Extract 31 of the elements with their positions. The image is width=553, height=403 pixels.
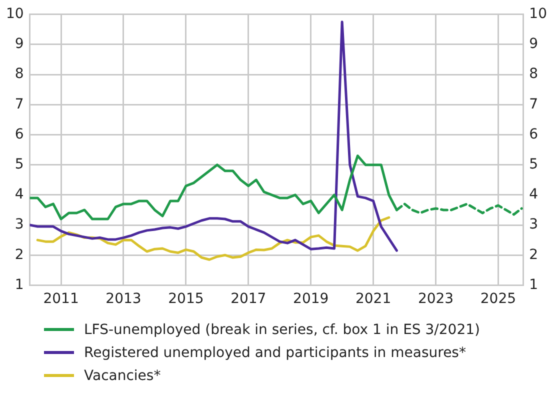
x-tick-label: 2013 [106, 291, 142, 308]
y2-tick-label: 5 [529, 156, 538, 172]
y2-tick-label: 6 [529, 126, 538, 142]
y-tick-label: 6 [14, 126, 24, 142]
y2-tick-label: 10 [529, 6, 548, 22]
y2-tick-label: 8 [529, 66, 538, 82]
x-tick-label: 2025 [480, 291, 516, 308]
y-tick-label: 1 [14, 276, 24, 293]
y2-tick-label: 7 [529, 96, 538, 112]
x-tick-label: 2015 [168, 291, 204, 308]
x-tick-label: 2019 [293, 291, 329, 308]
y2-tick-label: 3 [529, 216, 538, 233]
y-tick-label: 5 [14, 156, 24, 172]
y-tick-label: 10 [6, 6, 24, 22]
y2-tick-label: 4 [529, 186, 538, 203]
y-tick-label: 8 [14, 66, 24, 82]
y-tick-label: 4 [14, 186, 24, 203]
y-tick-label: 2 [14, 246, 24, 263]
y-tick-label: 7 [14, 96, 24, 112]
x-tick-label: 2011 [43, 291, 79, 308]
y2-tick-label: 1 [529, 276, 538, 293]
legend-label: LFS-unemployed (break in series, cf. box 1 in ES 3/2021) [84, 322, 480, 338]
legend-label: Vacancies* [84, 368, 161, 384]
x-tick-label: 2021 [355, 291, 392, 308]
y2-tick-label: 9 [529, 36, 538, 52]
y2-tick-label: 2 [529, 246, 538, 263]
x-tick-label: 2023 [418, 291, 454, 308]
legend-label: Registered unemployed and participants in measures* [84, 344, 466, 360]
y-tick-label: 9 [14, 36, 24, 52]
x-tick-label: 2017 [230, 291, 266, 308]
y-tick-label: 3 [14, 216, 24, 233]
